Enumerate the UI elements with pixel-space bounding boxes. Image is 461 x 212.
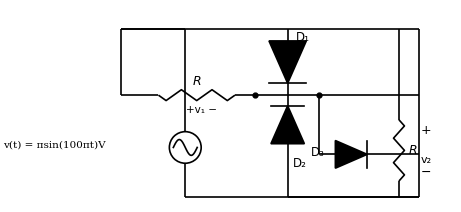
Text: D₁: D₁ bbox=[296, 31, 310, 44]
Text: +: + bbox=[421, 124, 431, 137]
Polygon shape bbox=[271, 106, 304, 144]
Text: D₂: D₂ bbox=[293, 157, 307, 170]
Text: −: − bbox=[421, 166, 431, 179]
Text: +v₁ −: +v₁ − bbox=[186, 105, 217, 115]
Text: D₃: D₃ bbox=[311, 146, 325, 159]
Text: R: R bbox=[192, 75, 201, 88]
Text: R: R bbox=[409, 144, 418, 157]
Polygon shape bbox=[335, 141, 367, 168]
Text: v₂: v₂ bbox=[421, 155, 432, 165]
Text: v(t) = πsin(100πt)V: v(t) = πsin(100πt)V bbox=[3, 141, 106, 150]
Polygon shape bbox=[269, 41, 306, 83]
